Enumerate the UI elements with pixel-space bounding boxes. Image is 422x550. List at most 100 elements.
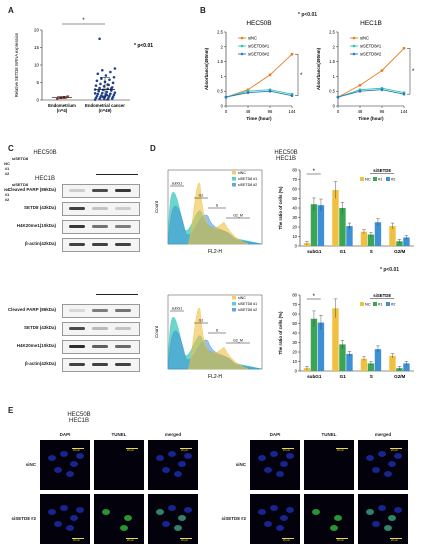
y-tick-label: 20 xyxy=(292,350,297,355)
micrograph: 20 μm xyxy=(40,494,90,544)
blot-band xyxy=(115,345,131,348)
legend-label: #1 xyxy=(378,177,383,182)
blot-membrane xyxy=(62,340,140,354)
category-label: subG1 xyxy=(307,374,322,379)
data-point xyxy=(101,95,105,99)
blot-band xyxy=(115,225,131,228)
blot-band xyxy=(92,327,108,330)
x-tick-label: 48 xyxy=(358,109,363,114)
gate-label: G1 xyxy=(199,319,204,323)
nucleus xyxy=(270,451,278,457)
gate-label: subG1 xyxy=(172,182,183,186)
scale-bar xyxy=(282,538,294,539)
blot-band xyxy=(92,189,108,192)
blot-row-label: H4K20me1(10kDa) xyxy=(16,223,56,228)
blot-lane-label: #1 xyxy=(4,166,10,171)
legend-label: siNC xyxy=(360,36,369,41)
tunel-row-label: siNC xyxy=(25,462,36,467)
bar xyxy=(346,226,353,246)
legend-label: siSETD8 #1 xyxy=(238,302,257,306)
y-tick-label: 0.5 xyxy=(329,89,335,94)
nucleus xyxy=(366,455,374,461)
y-axis-label: Count xyxy=(154,325,159,338)
scale-bar xyxy=(390,448,402,449)
y-tick-label: 50 xyxy=(292,321,297,326)
legend-label: siSETD8 #2 xyxy=(238,308,257,312)
nucleus xyxy=(258,455,266,461)
data-point xyxy=(96,92,100,96)
nucleus xyxy=(102,509,110,515)
bar xyxy=(332,189,339,246)
cell-cycle-bar-chart: 0 10 20 30 40 50 60 70 80 The ratio of cells (%) s… xyxy=(278,168,414,254)
scale-bar xyxy=(72,448,84,449)
blot-band xyxy=(92,345,108,348)
micrograph: 20 μm xyxy=(250,440,300,490)
significance-mark: * xyxy=(313,294,316,300)
y-tick-label: 40 xyxy=(292,331,297,336)
y-tick-label: 2.5 xyxy=(329,30,335,35)
nucleus xyxy=(156,509,164,515)
y-tick-label: 0 xyxy=(295,244,298,249)
y-tick-label: 0 xyxy=(333,104,336,109)
legend-title: siSETD8 xyxy=(373,293,391,298)
nucleus xyxy=(70,515,78,521)
y-tick-label: 1.5 xyxy=(329,59,335,64)
y-tick-label: 70 xyxy=(292,177,297,182)
data-point xyxy=(111,81,115,85)
legend-swatch xyxy=(232,302,236,306)
blot-band xyxy=(92,309,108,312)
series-line xyxy=(225,89,293,98)
data-point xyxy=(98,86,101,90)
series-line xyxy=(337,47,405,98)
bar xyxy=(403,237,410,246)
nucleus xyxy=(270,505,278,511)
nucleus xyxy=(70,461,78,467)
blot-band xyxy=(69,189,85,192)
y-tick-label: 2.5 xyxy=(217,30,223,35)
panel-a-scatter: 0 5 10 15 20 Relative SETD8 mRNA expression En… xyxy=(14,18,153,113)
nucleus xyxy=(280,515,288,521)
series-point xyxy=(224,95,228,99)
bar xyxy=(346,353,353,371)
category-label: subG1 xyxy=(307,249,322,254)
y-tick-label: 30 xyxy=(292,340,297,345)
significance-bracket xyxy=(407,48,411,95)
data-point xyxy=(110,89,113,92)
series-point xyxy=(268,73,272,77)
nucleus xyxy=(178,515,186,521)
bar xyxy=(367,363,375,371)
x-tick-label: 48 xyxy=(246,109,251,114)
data-point xyxy=(105,93,109,97)
blot-membrane xyxy=(62,304,140,318)
legend-label: siSETD8#1 xyxy=(248,44,270,49)
bar xyxy=(317,322,325,371)
nucleus xyxy=(378,505,386,511)
panel-letter-a: A xyxy=(8,6,14,15)
scale-bar-label: 20 μm xyxy=(127,449,134,452)
data-point xyxy=(93,92,97,95)
gate-label: G2_M xyxy=(233,214,243,218)
micrograph: 20 μm xyxy=(358,494,408,544)
micrograph: 20 μm xyxy=(304,440,354,490)
y-tick-label: 10 xyxy=(292,234,297,239)
blot-row-label: Cleaved PARP (89kDa) xyxy=(7,307,56,312)
category-label: Endometrium xyxy=(48,103,76,108)
bar xyxy=(339,344,346,371)
nucleus xyxy=(162,467,170,473)
category-label: (n=4) xyxy=(57,108,68,113)
series-line xyxy=(225,90,293,98)
x-axis-label: FL2-H xyxy=(208,374,222,380)
blot-row-label: H4K20me1(10kDa) xyxy=(16,343,56,348)
y-tick-label: 2 xyxy=(333,44,336,49)
panel-letter-c: C xyxy=(8,144,14,153)
y-axis-label: Relative SETD8 mRNA expression xyxy=(14,32,19,97)
series-point xyxy=(290,94,294,98)
nucleus xyxy=(372,521,380,527)
data-point xyxy=(95,94,99,98)
scale-bar xyxy=(72,538,84,539)
blot-cell-title: HEC50B xyxy=(33,150,57,156)
series-point xyxy=(402,46,406,50)
micrograph: 20 μm xyxy=(148,440,198,490)
blot-row-label: SETD8 (43kDa) xyxy=(23,325,56,330)
x-tick-label: 144 xyxy=(401,109,409,114)
